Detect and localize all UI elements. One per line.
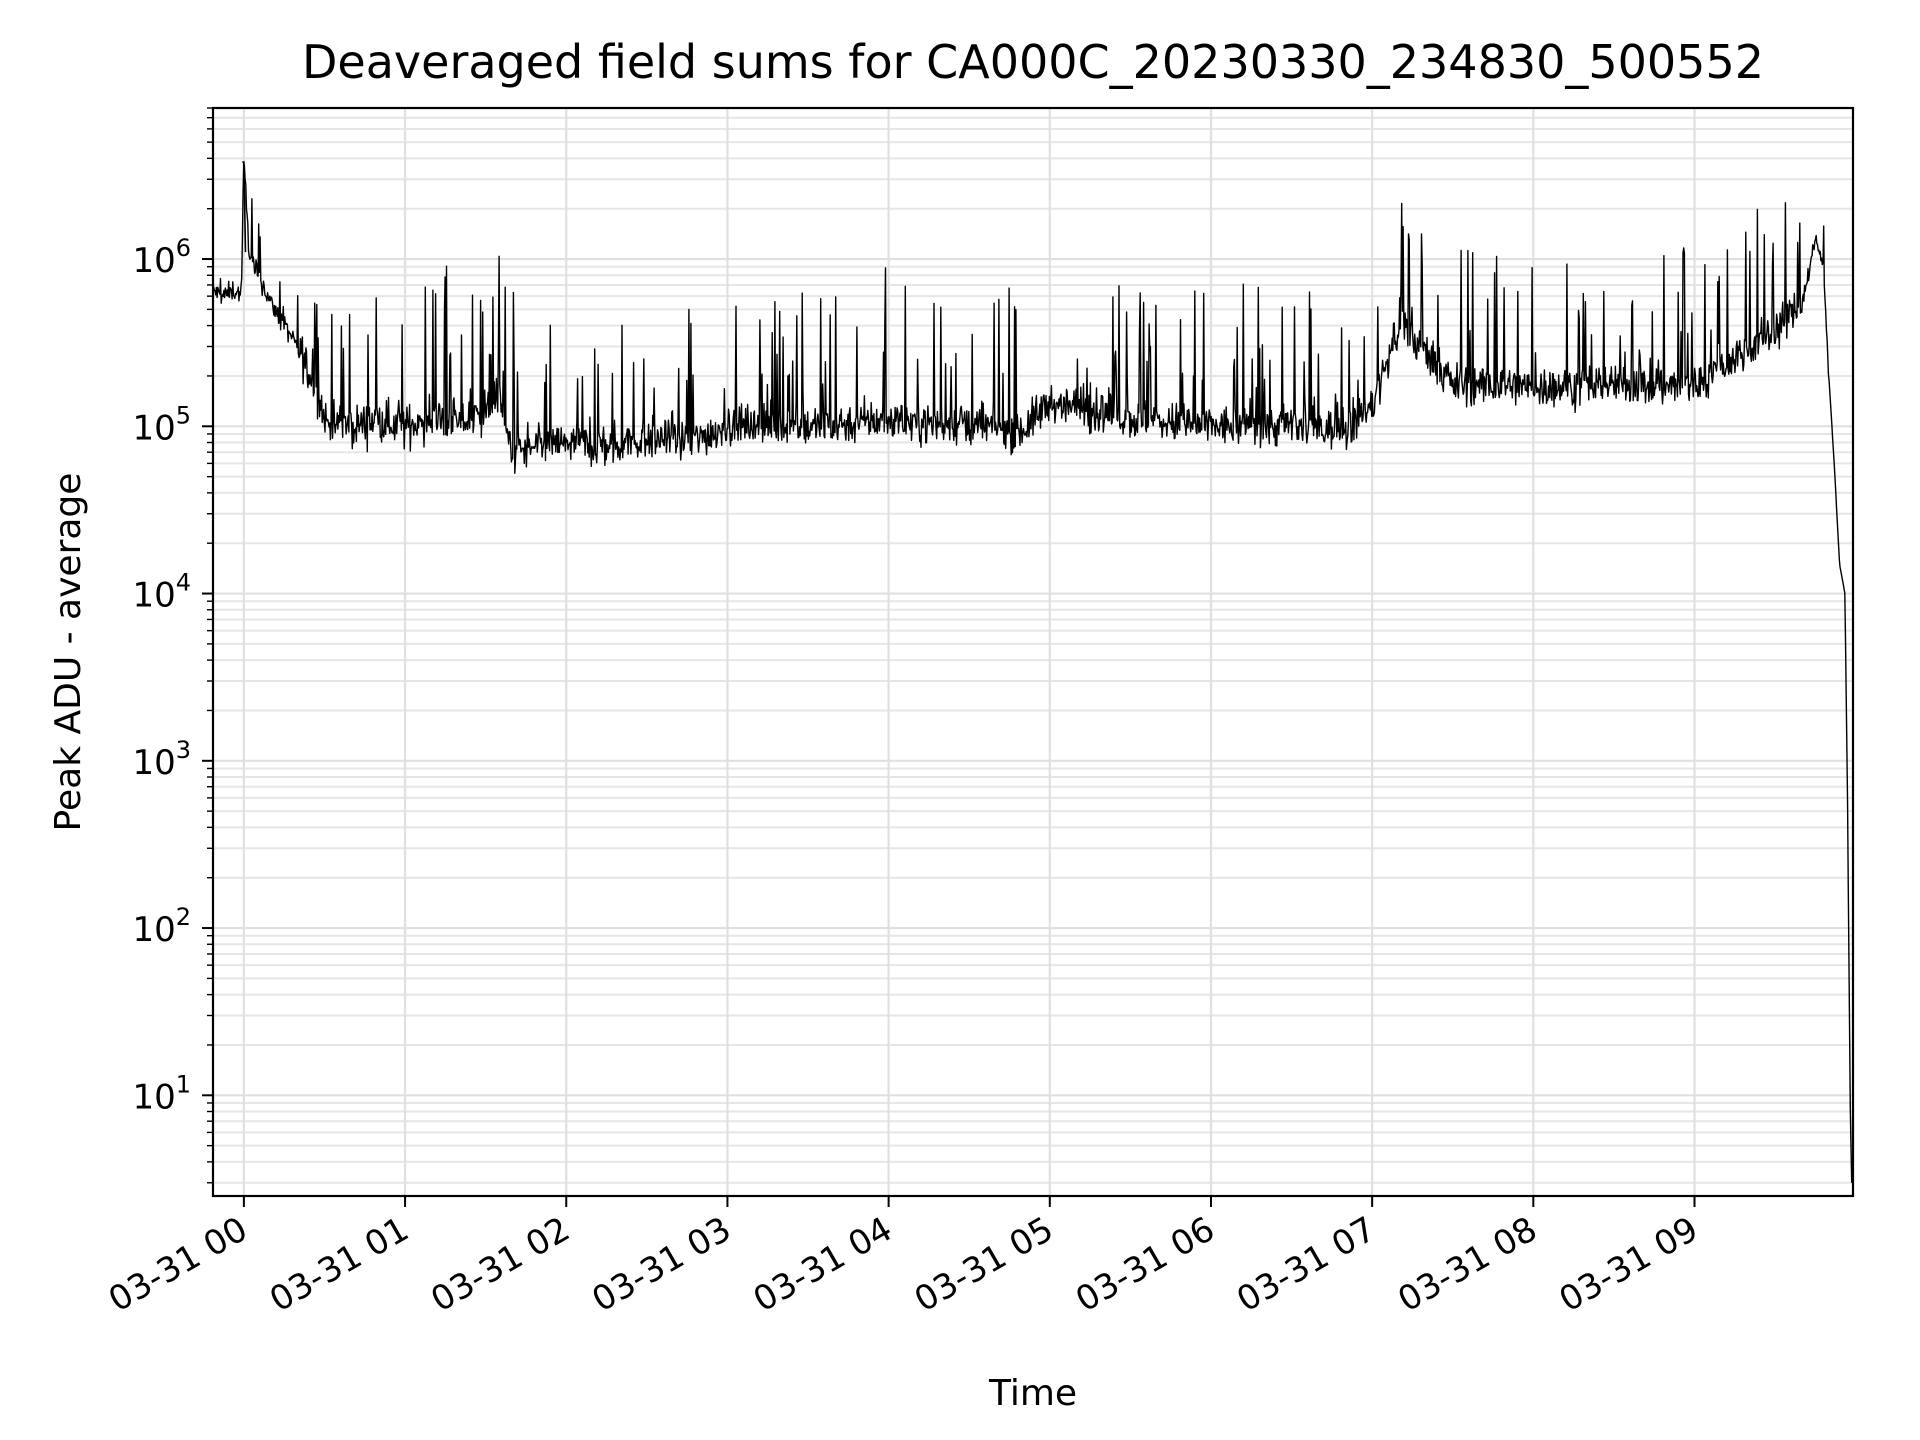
- series-spike: [242, 161, 247, 253]
- x-axis-title: Time: [988, 1373, 1077, 1414]
- y-tick-label: 105: [132, 401, 191, 448]
- chart-title: Deaveraged field sums for CA000C_2023033…: [302, 35, 1764, 89]
- y-tick-label: 106: [132, 234, 191, 281]
- y-axis-title: Peak ADU - average: [48, 473, 89, 832]
- y-axis-ticks: 101 102 103 104 105 106: [132, 107, 213, 1184]
- y-tick-label: 103: [132, 736, 191, 783]
- y-tick-label: 101: [132, 1070, 191, 1117]
- major-gridlines: [213, 108, 1853, 1196]
- minor-gridlines: [213, 107, 1853, 1184]
- series-layer: [212, 161, 1853, 1183]
- y-tick-label: 102: [132, 903, 191, 950]
- y-tick-label: 104: [132, 569, 191, 616]
- series-line: [212, 162, 1853, 1183]
- plot-frame: [211, 106, 1855, 1198]
